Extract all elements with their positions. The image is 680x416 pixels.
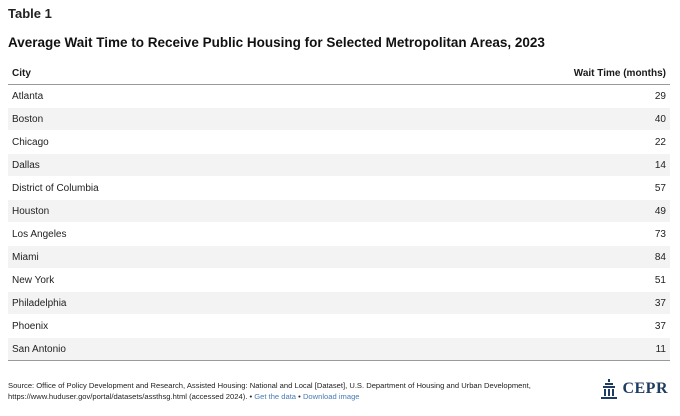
cell-wait-time: 57 (654, 182, 666, 194)
cell-wait-time: 51 (654, 274, 666, 286)
link-separator: • (298, 391, 301, 401)
cell-wait-time: 11 (655, 343, 666, 355)
table-header-row: City Wait Time (months) (8, 62, 670, 85)
cell-city: Phoenix (12, 320, 49, 332)
table-title: Average Wait Time to Receive Public Hous… (8, 35, 545, 50)
cell-wait-time: 29 (654, 90, 666, 102)
table-row: Houston 49 (8, 200, 670, 223)
table-label: Table 1 (8, 6, 52, 21)
cepr-logo-icon (601, 379, 618, 399)
cell-wait-time: 14 (654, 159, 666, 171)
cell-city: Houston (12, 205, 50, 217)
cell-city: Dallas (12, 159, 40, 171)
data-table: City Wait Time (months) Atlanta 29 Boston 4… (8, 62, 670, 361)
get-the-data-link[interactable]: Get the data (254, 391, 297, 401)
cell-wait-time: 73 (654, 228, 666, 240)
table-row: Phoenix 37 (8, 315, 670, 338)
cell-city: District of Columbia (12, 182, 99, 194)
table-row: District of Columbia 57 (8, 177, 670, 200)
cell-city: Boston (12, 113, 44, 125)
table-row: New York 51 (8, 269, 670, 292)
cell-wait-time: 37 (654, 297, 666, 309)
column-header-city: City (12, 67, 31, 79)
source-line-2: https://www.huduser.gov/portal/datasets/… (8, 392, 568, 403)
cell-wait-time: 49 (654, 205, 666, 217)
cepr-logo-text: CEPR (622, 380, 668, 397)
table-row: Miami 84 (8, 246, 670, 269)
table-row: Chicago 22 (8, 131, 670, 154)
table-body: Atlanta 29 Boston 40 Chicago 22 Dallas 14 Distri… (8, 85, 670, 361)
cell-wait-time: 37 (654, 320, 666, 332)
cell-wait-time: 84 (654, 251, 666, 263)
table-row: Philadelphia 37 (8, 292, 670, 315)
cell-city: Los Angeles (12, 228, 67, 240)
download-image-link[interactable]: Download image (302, 391, 360, 401)
table-row: Atlanta 29 (8, 85, 670, 108)
table-row: Dallas 14 (8, 154, 670, 177)
column-header-wait-time: Wait Time (months) (573, 67, 666, 79)
cell-city: San Antonio (12, 343, 66, 355)
cell-city: New York (12, 274, 55, 286)
source-note: Source: Office of Policy Development and… (8, 381, 568, 402)
table-row: Boston 40 (8, 108, 670, 131)
source-line-1: Source: Office of Policy Development and… (8, 381, 531, 390)
cell-city: Miami (12, 251, 39, 263)
cell-wait-time: 22 (654, 136, 666, 148)
cepr-logo: CEPR (599, 379, 668, 399)
table-row: Los Angeles 73 (8, 223, 670, 246)
cell-city: Atlanta (12, 90, 44, 102)
source-url-text: https://www.huduser.gov/portal/datasets/… (8, 391, 253, 401)
cell-city: Chicago (12, 136, 49, 148)
cell-wait-time: 40 (654, 113, 666, 125)
cell-city: Philadelphia (12, 297, 67, 309)
table-row: San Antonio 11 (8, 338, 670, 361)
